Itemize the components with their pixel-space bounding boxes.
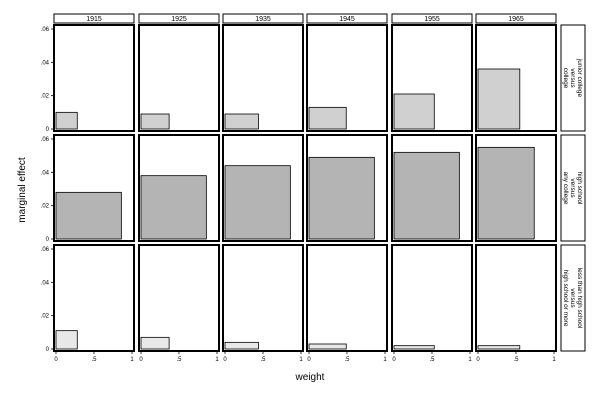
- bar: [224, 113, 259, 130]
- x-tick-label: 1: [552, 357, 556, 363]
- x-tick-label: .5: [429, 357, 435, 363]
- row-strip: [560, 24, 586, 132]
- row-label-line: high school or more: [562, 269, 569, 326]
- bar: [477, 146, 535, 240]
- x-axis-title: weight: [295, 372, 325, 383]
- panel-frame: [53, 244, 135, 352]
- y-tick-label: .06: [41, 137, 50, 143]
- row-label-line: high school: [576, 172, 583, 205]
- y-tick-label: .02: [41, 204, 50, 210]
- column-strip: [222, 13, 304, 24]
- row-label-line: junior college: [576, 58, 583, 98]
- row-label-line: versus: [569, 68, 576, 88]
- x-tick-label: 1: [468, 357, 472, 363]
- x-tick-label: .5: [176, 357, 182, 363]
- column-label: 1965: [508, 16, 524, 23]
- y-axis-title: marginal effect: [17, 157, 28, 223]
- row-strip: [560, 244, 586, 352]
- x-tick-label: 0: [307, 357, 311, 363]
- x-tick-label: .5: [91, 357, 97, 363]
- bar: [393, 345, 435, 350]
- row-label: high schoolversusany college: [562, 172, 583, 205]
- panel-frame: [391, 244, 473, 352]
- x-tick-label: .5: [260, 357, 266, 363]
- bar: [224, 165, 291, 240]
- panel-frame: [222, 24, 304, 132]
- x-tick-label: 1: [383, 357, 387, 363]
- bar: [55, 191, 122, 240]
- row-strip: [560, 134, 586, 242]
- panel-frame: [475, 244, 557, 352]
- x-tick-label: 1: [130, 357, 134, 363]
- row-label-line: less than high school: [576, 268, 583, 329]
- row-label-line: versus: [569, 288, 576, 308]
- column-label: 1915: [86, 16, 102, 23]
- bar: [308, 343, 347, 350]
- bar: [308, 106, 347, 130]
- y-tick-label: 0: [46, 237, 50, 243]
- bar: [140, 336, 170, 350]
- bar: [393, 93, 435, 130]
- bar: [477, 345, 521, 350]
- bar: [55, 111, 78, 130]
- row-label-line: college: [562, 68, 569, 89]
- column-strip: [53, 13, 135, 24]
- y-tick-label: .06: [41, 247, 50, 253]
- x-tick-label: 0: [139, 357, 143, 363]
- panel-frame: [53, 24, 135, 132]
- x-tick-label: 0: [223, 357, 227, 363]
- row-label-line: versus: [569, 178, 576, 198]
- panel-frame: [138, 244, 220, 352]
- column-strip: [138, 13, 220, 24]
- x-tick-label: 0: [476, 357, 480, 363]
- y-tick-label: .02: [41, 94, 50, 100]
- x-tick-label: .5: [344, 357, 350, 363]
- bar: [140, 113, 170, 130]
- y-tick-label: .04: [41, 280, 50, 286]
- column-label: 1945: [339, 16, 355, 23]
- y-tick-label: .06: [41, 27, 50, 33]
- y-tick-label: .04: [41, 60, 50, 66]
- bar: [477, 68, 521, 130]
- x-tick-label: .5: [513, 357, 519, 363]
- y-tick-label: 0: [46, 347, 50, 353]
- column-strip: [391, 13, 473, 24]
- x-tick-label: 0: [392, 357, 396, 363]
- y-tick-label: .02: [41, 314, 50, 320]
- panel-frame: [138, 24, 220, 132]
- panel-frame: [222, 244, 304, 352]
- bar: [140, 175, 207, 240]
- bar: [308, 156, 375, 240]
- y-tick-label: 0: [46, 127, 50, 133]
- column-label: 1935: [255, 16, 271, 23]
- bar: [224, 341, 259, 350]
- row-label-line: any college: [562, 172, 569, 205]
- column-strip: [306, 13, 388, 24]
- column-label: 1955: [424, 16, 440, 23]
- row-label: less than high schoolversushigh school o…: [562, 268, 583, 329]
- column-label: 1925: [171, 16, 187, 23]
- column-strip: [475, 13, 557, 24]
- x-tick-label: 1: [215, 357, 219, 363]
- x-tick-label: 1: [299, 357, 303, 363]
- bar: [393, 151, 460, 240]
- panel-frame: [306, 244, 388, 352]
- row-label: junior collegeversuscollege: [562, 58, 583, 98]
- x-tick-label: 0: [54, 357, 58, 363]
- y-tick-label: .04: [41, 170, 50, 176]
- bar: [55, 330, 78, 350]
